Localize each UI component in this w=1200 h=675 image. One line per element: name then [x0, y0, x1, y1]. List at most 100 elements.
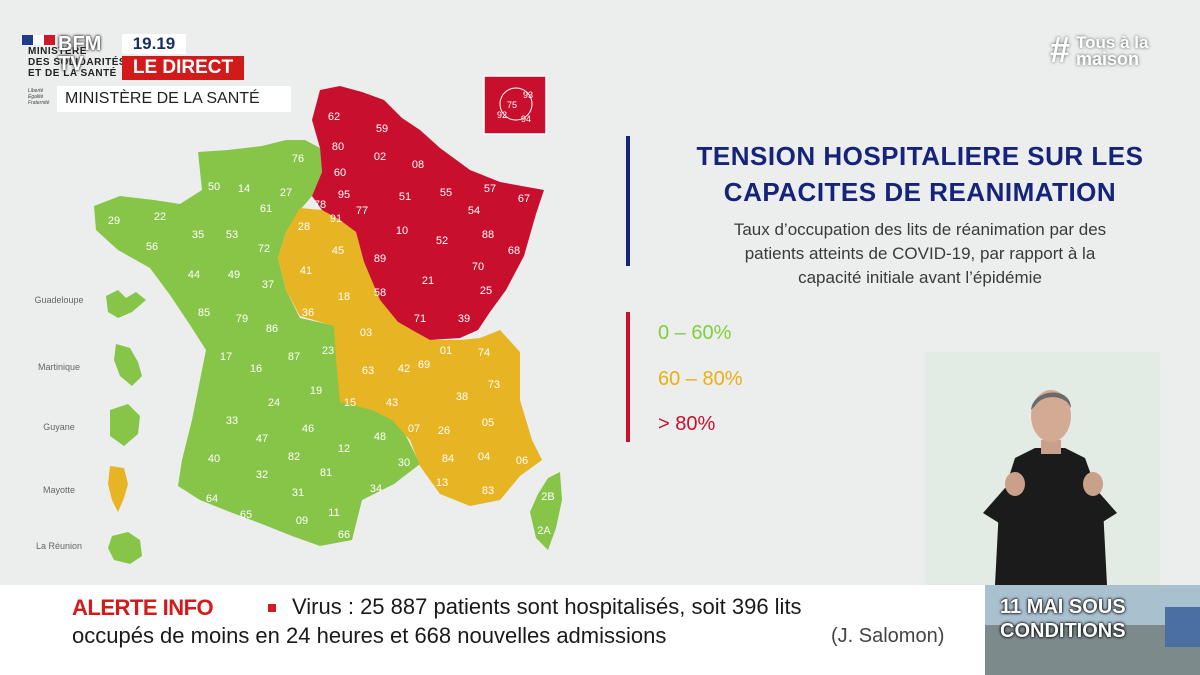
overseas-label-guadeloupe: Guadeloupe: [34, 295, 84, 305]
dept-25: 25: [480, 285, 492, 297]
dept-80: 80: [332, 141, 344, 153]
dept-54: 54: [468, 205, 480, 217]
dept-40: 40: [208, 453, 220, 465]
dept-59: 59: [376, 123, 388, 135]
dept-42: 42: [398, 363, 410, 375]
legend-item-low: 0 – 60%: [658, 322, 732, 344]
dept-27: 27: [280, 187, 292, 199]
live-badge: LE DIRECT: [122, 56, 244, 80]
dept-87: 87: [288, 351, 300, 363]
overseas-reunion: [108, 532, 142, 564]
republic-devise: Liberté Égalité Fraternité: [28, 88, 49, 106]
marianne-flag-icon: [22, 32, 56, 45]
dept-34: 34: [370, 483, 382, 495]
devise-line: Liberté: [28, 88, 44, 94]
dept-10: 10: [396, 225, 408, 237]
dept-74: 74: [478, 347, 490, 359]
promo-title-line: CONDITIONS: [1000, 620, 1126, 642]
legend-item-medium: 60 – 80%: [658, 368, 743, 390]
promo-tile[interactable]: 11 MAI SOUS CONDITIONS: [985, 585, 1200, 675]
dept-89: 89: [374, 253, 386, 265]
ministry-logo-text: MINISTÈRE DES SOLIDARITÉS ET DE LA SANTÉ: [28, 46, 126, 79]
dept-02: 02: [374, 151, 386, 163]
dept-50: 50: [208, 181, 220, 193]
dept-63: 63: [362, 365, 374, 377]
dept-55: 55: [440, 187, 452, 199]
dept-07: 07: [408, 423, 420, 435]
dept-62: 62: [328, 111, 340, 123]
ministry-line: DES SOLIDARITÉS: [28, 57, 127, 68]
dept-70: 70: [472, 261, 484, 273]
dept-92: 92: [497, 110, 507, 120]
region-orange: [278, 208, 542, 506]
devise-line: Égalité: [28, 94, 44, 100]
dept-48: 48: [374, 431, 386, 443]
dept-2A: 2A: [537, 525, 551, 537]
dept-22: 22: [154, 211, 166, 223]
dept-35: 35: [192, 229, 204, 241]
dept-77: 77: [356, 205, 368, 217]
overseas-label-martinique: Martinique: [37, 362, 81, 372]
dept-73: 73: [488, 379, 500, 391]
region-corsica: [530, 472, 562, 550]
subtitle-line: Taux d’occupation des lits de réanimatio…: [733, 220, 1107, 239]
dept-33: 33: [226, 415, 238, 427]
dept-84: 84: [442, 453, 454, 465]
hashtag-line: Tous à la: [1076, 33, 1149, 52]
infographic-subtitle: Taux d’occupation des lits de réanimatio…: [660, 218, 1180, 290]
promo-title-line: 11 MAI SOUS: [1000, 596, 1126, 618]
dept-72: 72: [258, 243, 270, 255]
subtitle-line: patients atteints de COVID-19, par rappo…: [744, 244, 1096, 263]
title-accent-bar: [626, 136, 630, 266]
dept-12: 12: [338, 443, 350, 455]
region-red: [312, 86, 544, 340]
promo-title: 11 MAI SOUS CONDITIONS: [1000, 595, 1160, 643]
promo-photo-sky: [985, 585, 1200, 625]
alert-label: ALERTE INFO: [72, 595, 214, 620]
title-line: TENSION HOSPITALIERE SUR LES: [696, 141, 1144, 171]
dept-24: 24: [268, 397, 280, 409]
overseas-guadeloupe: [106, 290, 146, 318]
dept-23: 23: [322, 345, 334, 357]
dept-46: 46: [302, 423, 314, 435]
news-ticker: [0, 585, 985, 675]
broadcast-clock: 19.19: [122, 34, 186, 54]
promo-photo-fence: [1165, 607, 1200, 647]
region-green: [94, 140, 420, 546]
dept-08: 08: [412, 159, 424, 171]
ministry-line: MINISTÈRE: [28, 46, 87, 57]
dept-95: 95: [338, 189, 350, 201]
dept-61: 61: [260, 203, 272, 215]
france-map: 62 59 80 02 08 60 95 78 91 77 51 55 57 5…: [94, 75, 562, 564]
channel-logo-line: BFM: [58, 33, 102, 55]
headline-line-2: occupés de moins en 24 heures et 668 nou…: [72, 623, 667, 648]
dept-83: 83: [482, 485, 494, 497]
sign-language-interpreter: [983, 390, 1117, 585]
dept-37: 37: [262, 279, 274, 291]
dept-18: 18: [338, 291, 350, 303]
overseas-label-mayotte: Mayotte: [42, 485, 75, 495]
overseas-label-reunion: La Réunion: [35, 541, 83, 551]
dept-44: 44: [188, 269, 200, 281]
dept-11: 11: [328, 507, 339, 519]
dept-53: 53: [226, 229, 238, 241]
title-line: CAPACITES DE REANIMATION: [723, 177, 1117, 207]
overseas-martinique: [114, 344, 142, 386]
dept-45: 45: [332, 245, 344, 257]
dept-66: 66: [338, 529, 350, 541]
dept-2B: 2B: [541, 491, 554, 503]
dept-82: 82: [288, 451, 300, 463]
dept-94: 94: [521, 114, 531, 124]
dept-05: 05: [482, 417, 494, 429]
dept-38: 38: [456, 391, 468, 403]
dept-09: 09: [296, 515, 308, 527]
dept-78: 78: [314, 199, 326, 211]
dept-14: 14: [238, 183, 250, 195]
overseas-mayotte: [108, 466, 128, 512]
promo-photo-street: [985, 625, 1200, 675]
dept-15: 15: [344, 397, 356, 409]
dept-56: 56: [146, 241, 158, 253]
dept-04: 04: [478, 451, 490, 463]
legend-item-high: > 80%: [658, 413, 716, 435]
dept-28: 28: [298, 221, 310, 233]
